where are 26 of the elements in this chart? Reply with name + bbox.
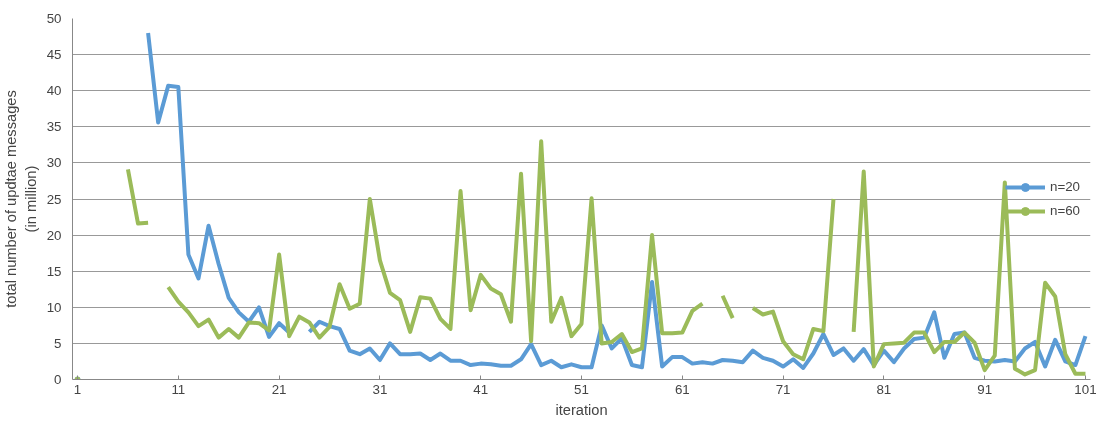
x-tick-label: 11 xyxy=(171,381,186,397)
y-tick-label: 40 xyxy=(46,83,62,99)
y-tick-label: 0 xyxy=(54,372,62,387)
x-tick-label: 61 xyxy=(674,381,690,397)
x-axis-title: iteration xyxy=(555,401,608,418)
y-tick-label: 50 xyxy=(46,11,62,26)
x-tick-label: 21 xyxy=(271,381,287,397)
x-tick-label: 51 xyxy=(574,381,589,397)
x-tick-label: 1 xyxy=(73,381,82,397)
x-tick-label: 101 xyxy=(1074,381,1097,397)
y-tick-label: 45 xyxy=(46,47,62,63)
x-tick-label: 71 xyxy=(775,381,791,397)
legend-label: n=60 xyxy=(1049,203,1080,218)
y-tick-label: 35 xyxy=(46,119,62,135)
y-tick-label: 30 xyxy=(46,155,62,171)
x-tick-label: 81 xyxy=(876,381,892,397)
legend-label: n=20 xyxy=(1049,179,1080,194)
y-tick-label: 25 xyxy=(46,191,62,207)
y-tick-label: 20 xyxy=(46,227,62,243)
y-tick-label: 10 xyxy=(46,299,62,315)
y-tick-label: 15 xyxy=(46,263,62,279)
y-axis-title: total number of updtae messages (in million) xyxy=(3,90,39,308)
y-tick-label: 5 xyxy=(54,335,62,351)
x-tick-label: 91 xyxy=(977,381,993,397)
x-tick-label: 31 xyxy=(372,381,388,397)
x-tick-label: 41 xyxy=(473,381,489,397)
